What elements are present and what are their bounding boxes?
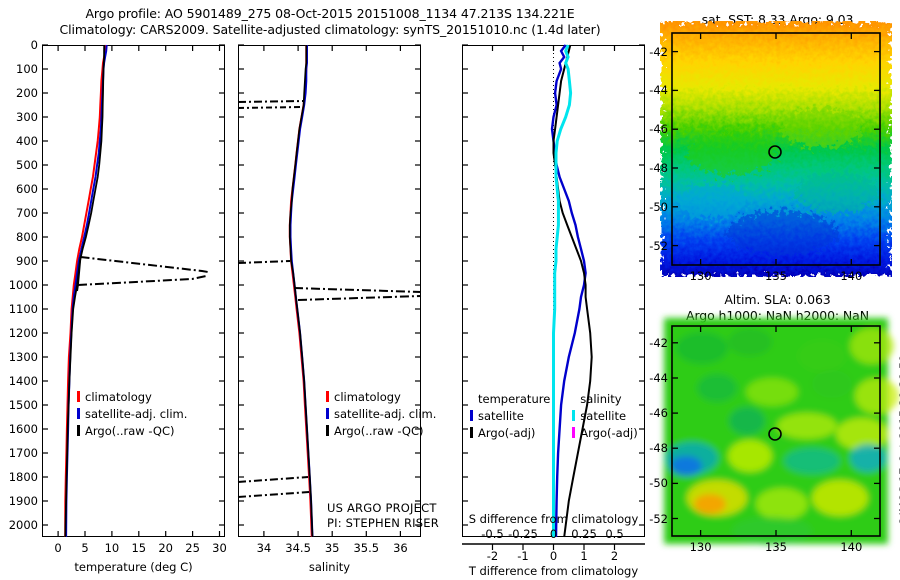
difference-temperature-argo-line — [552, 44, 593, 538]
temperature-argo-spike-2 — [77, 275, 207, 286]
temperature-argo-spike-return — [76, 256, 82, 292]
temperature-difference-axis — [462, 543, 645, 550]
salinity-axis-label: salinity — [308, 560, 351, 574]
salinity-legend: climatology satellite-adj. clim. Argo(..… — [326, 390, 436, 438]
legend-label-temperature-argo-adj: Argo(-adj) — [478, 426, 536, 440]
difference-axis-ticks — [462, 44, 645, 526]
sla-map-profile-marker — [768, 427, 782, 441]
sla-map-title-line1: Altim. SLA: 0.063 — [724, 292, 831, 307]
difference-legend: temperature satellite Argo(-adj) salinit… — [470, 392, 638, 440]
legend-label-satellite-adj-salinity: satellite-adj. clim. — [334, 407, 437, 421]
legend-swatch-salinity-argo-adj — [572, 427, 576, 438]
salinity-difference-axis-label: S difference from climatology — [468, 512, 639, 526]
legend-swatch-salinity-satellite — [572, 410, 576, 421]
salinity-profile-plot — [237, 45, 422, 538]
temperature-legend: climatology satellite-adj. clim. Argo(..… — [77, 390, 187, 438]
sla-map — [664, 318, 899, 545]
legend-label-salinity-satellite: satellite — [580, 409, 627, 423]
legend-label-climatology-salinity: climatology — [334, 390, 401, 404]
salinity-spike-1800 — [237, 476, 309, 483]
legend-label-climatology: climatology — [85, 390, 152, 404]
legend-header-temperature: temperature — [478, 392, 551, 406]
legend-swatch-satellite-adj — [77, 408, 80, 419]
page-title-line1: Argo profile: AO 5901489_275 08-Oct-2015… — [85, 6, 575, 21]
salinity-spike-1900 — [237, 491, 310, 498]
legend-swatch-argo-raw-salinity — [326, 425, 329, 436]
project-credit-line1: US ARGO PROJECT — [327, 501, 437, 515]
legend-swatch-satellite-adj-salinity — [326, 408, 329, 419]
difference-profile-plot — [550, 44, 593, 538]
legend-label-satellite-adj: satellite-adj. clim. — [85, 407, 188, 421]
legend-swatch-argo-raw — [77, 425, 80, 436]
salinity-spike-shallow-left2 — [237, 106, 303, 109]
legend-swatch-climatology-salinity — [326, 391, 329, 402]
legend-label-temperature-satellite: satellite — [478, 409, 524, 423]
legend-swatch-climatology — [77, 391, 80, 402]
salinity-spike-shallow-left — [237, 100, 305, 103]
legend-header-salinity: salinity — [580, 392, 622, 406]
temperature-climatology-line — [64, 44, 107, 538]
temperature-argo-raw-line — [64, 44, 106, 538]
salinity-argo-raw-line — [288, 45, 314, 538]
temperature-argo-spike-1 — [80, 256, 209, 273]
legend-swatch-temperature-argo-adj — [470, 427, 473, 438]
difference-salinity-satellite-line — [552, 44, 573, 537]
salinity-axis-ticks — [238, 44, 421, 537]
difference-legend-column-temperature: temperature satellite Argo(-adj) — [470, 392, 550, 440]
legend-label-argo-raw: Argo(..raw -QC) — [85, 424, 175, 438]
sst-map-profile-marker — [768, 145, 782, 159]
legend-swatch-temperature-satellite — [470, 410, 473, 421]
page-title-line2: Climatology: CARS2009. Satellite-adjuste… — [59, 22, 601, 37]
salinity-spike-1000-right — [293, 287, 422, 293]
difference-temperature-satellite-line — [550, 44, 587, 538]
project-credit-line2: PI: STEPHEN RISER — [327, 516, 439, 530]
legend-label-argo-raw-salinity: Argo(..raw -QC) — [334, 424, 424, 438]
salinity-spike-900 — [237, 260, 291, 264]
sst-map — [660, 21, 892, 277]
temperature-depth-ticks — [42, 44, 225, 537]
difference-legend-column-salinity: salinity satellite Argo(-adj) — [572, 392, 638, 440]
salinity-spike-1000-right2 — [297, 295, 422, 301]
temperature-profile-plot — [64, 44, 209, 538]
temperature-axis-label: temperature (deg C) — [74, 560, 193, 574]
temperature-difference-axis-label: T difference from climatology — [468, 564, 639, 578]
legend-label-salinity-argo-adj: Argo(-adj) — [580, 426, 638, 440]
